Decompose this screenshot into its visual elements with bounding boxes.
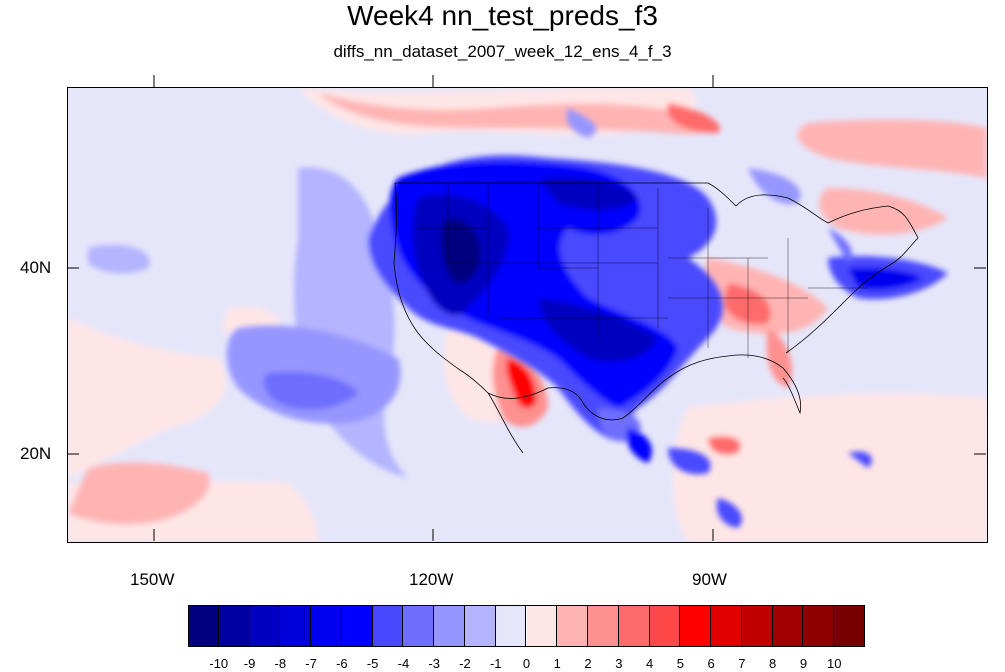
colorbar-level-label: 8 — [769, 656, 777, 671]
colorbar-swatch — [188, 605, 219, 647]
colorbar-swatch — [711, 605, 742, 647]
negative-anomaly-patches — [88, 108, 948, 528]
map-subtitle: diffs_nn_dataset_2007_week_12_ens_4_f_3 — [333, 42, 672, 61]
colorbar-level-label: -1 — [489, 656, 502, 671]
state-lines — [418, 183, 868, 358]
colorbar-level-label: 4 — [645, 656, 654, 671]
colorbar-level-label: 1 — [553, 656, 561, 671]
colorbar-level-label: 10 — [826, 656, 842, 671]
positive-anomaly-patches — [68, 88, 987, 542]
colorbar — [188, 605, 865, 647]
x-tick-label: 150W — [130, 570, 175, 589]
colorbar-swatch — [249, 605, 281, 647]
colorbar-swatch — [341, 605, 373, 647]
colorbar-level-label: -8 — [274, 656, 287, 671]
colorbar-swatch — [311, 605, 342, 647]
colorbar-outline — [188, 605, 865, 647]
y-tick-label: 40N — [20, 258, 52, 277]
x-tick-label: 90W — [692, 570, 727, 589]
colorbar-level-label: 6 — [707, 656, 715, 671]
colorbar-level-label: -6 — [336, 656, 348, 671]
colorbar-level-label: 9 — [799, 656, 808, 671]
colorbar-swatch — [803, 605, 835, 647]
colorbar-swatch — [464, 605, 496, 647]
colorbar-swatch — [403, 605, 435, 647]
colorbar-level-label: 2 — [584, 656, 592, 671]
colorbar-swatch — [588, 605, 619, 647]
colorbar-level-label: -2 — [459, 656, 471, 671]
y-tick-label: 20N — [20, 444, 52, 463]
colorbar-swatch — [618, 605, 650, 647]
colorbar-swatch — [557, 605, 589, 647]
map-plot-area — [67, 87, 988, 543]
colorbar-swatch — [741, 605, 773, 647]
map-title: Week4 nn_test_preds_f3 — [347, 0, 658, 31]
coastline-boundaries — [393, 182, 919, 454]
colorbar-swatch — [280, 605, 312, 647]
colorbar-swatch — [526, 605, 558, 647]
colorbar-swatch — [372, 605, 404, 647]
colorbar-level-label: 7 — [738, 656, 746, 671]
colorbar-swatch — [649, 605, 681, 647]
colorbar-level-label: -9 — [243, 656, 256, 671]
colorbar-swatch — [772, 605, 804, 647]
colorbar-level-label: 0 — [522, 656, 531, 671]
anomaly-field — [68, 88, 987, 542]
colorbar-swatch — [434, 605, 465, 647]
colorbar-level-label: -10 — [209, 656, 229, 671]
colorbar-level-label: -5 — [366, 656, 379, 671]
colorbar-swatch — [680, 605, 712, 647]
colorbar-level-label: 5 — [676, 656, 684, 671]
colorbar-swatch — [495, 605, 527, 647]
colorbar-level-label: -4 — [397, 656, 410, 671]
x-tick-label: 120W — [409, 570, 454, 589]
colorbar-level-label: -3 — [428, 656, 440, 671]
colorbar-level-label: 3 — [615, 656, 623, 671]
colorbar-level-label: -7 — [305, 656, 317, 671]
colorbar-swatch — [218, 605, 250, 647]
